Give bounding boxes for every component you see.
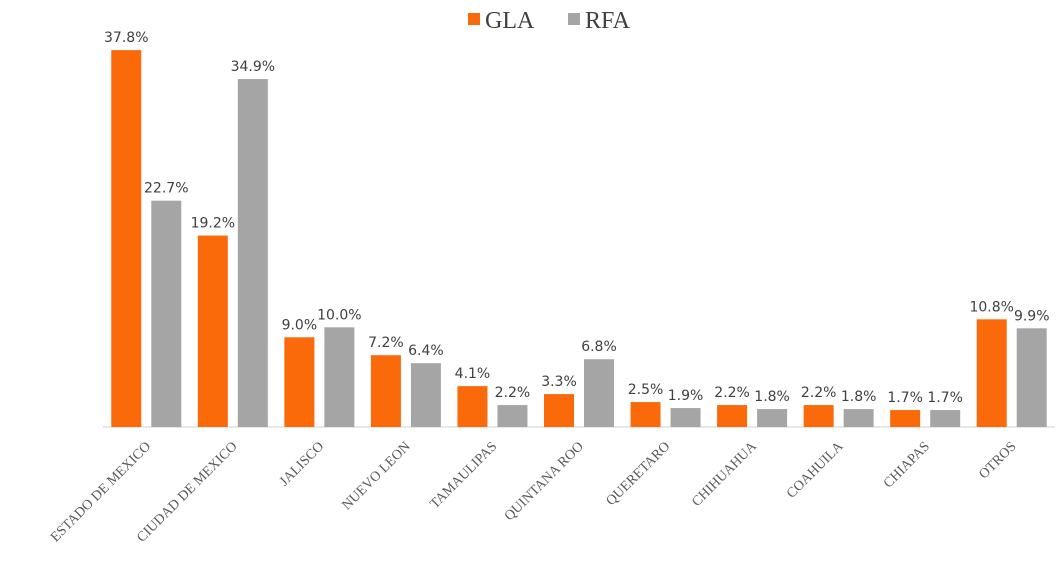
x-tick-label: CHIAPAS (881, 439, 933, 491)
value-label: 2.5% (628, 382, 664, 398)
value-label: 4.1% (455, 366, 491, 382)
bar (197, 235, 228, 427)
bar (584, 359, 614, 427)
value-label: 2.2% (801, 385, 837, 401)
value-label: 9.0% (282, 317, 318, 333)
value-label: 19.2% (191, 216, 235, 232)
value-label: 6.8% (581, 339, 617, 355)
value-label: 1.9% (668, 388, 704, 404)
x-tick-label: CIUDAD DE MEXICO (134, 439, 240, 545)
x-tick-label: QUERETARO (604, 439, 674, 509)
bar (284, 337, 315, 427)
x-tick-label: ESTADO DE MEXICO (48, 439, 154, 545)
value-label: 2.2% (495, 385, 531, 401)
bar (457, 386, 488, 427)
value-label: 1.8% (841, 389, 877, 405)
legend-label: GLA (485, 8, 535, 34)
bar (410, 363, 441, 427)
bar (630, 402, 661, 427)
value-label: 22.7% (144, 181, 188, 197)
value-label: 1.7% (887, 390, 923, 406)
x-tick-label: OTROS (976, 439, 1019, 482)
value-label: 10.8% (969, 299, 1013, 315)
x-tick-label: TAMAULIPAS (428, 439, 501, 512)
value-label: 37.8% (104, 30, 148, 46)
value-label: 9.9% (1014, 308, 1050, 324)
bar (237, 79, 268, 427)
value-label: 2.2% (714, 385, 750, 401)
value-label: 3.3% (541, 374, 577, 390)
x-tick-label: COAHUILA (784, 439, 847, 502)
value-label: 1.7% (927, 390, 963, 406)
value-label: 7.2% (368, 335, 404, 351)
bar (111, 50, 142, 427)
bar (1016, 328, 1047, 427)
legend-swatch (468, 13, 480, 25)
value-label: 6.4% (408, 343, 444, 359)
legend-label: RFA (585, 8, 631, 34)
bar (930, 410, 961, 427)
bar (370, 355, 401, 427)
bar (890, 410, 921, 427)
bar (544, 394, 574, 427)
value-label: 1.8% (754, 389, 790, 405)
bar (717, 405, 748, 427)
value-label: 10.0% (317, 307, 361, 323)
x-tick-label: JALISCO (277, 439, 327, 489)
bar (324, 327, 355, 427)
bar (976, 319, 1007, 427)
bar (670, 408, 701, 427)
bar (803, 405, 834, 427)
value-label: 34.9% (231, 59, 275, 75)
x-tick-label: NUEVO LEON (340, 439, 414, 513)
x-tick-label: CHIHUAHUA (689, 439, 760, 510)
bar (843, 409, 874, 427)
bar (757, 409, 788, 427)
legend-swatch (568, 13, 580, 25)
bar (151, 200, 182, 427)
bar (497, 405, 528, 427)
x-tick-label: QUINTANA ROO (502, 439, 587, 524)
